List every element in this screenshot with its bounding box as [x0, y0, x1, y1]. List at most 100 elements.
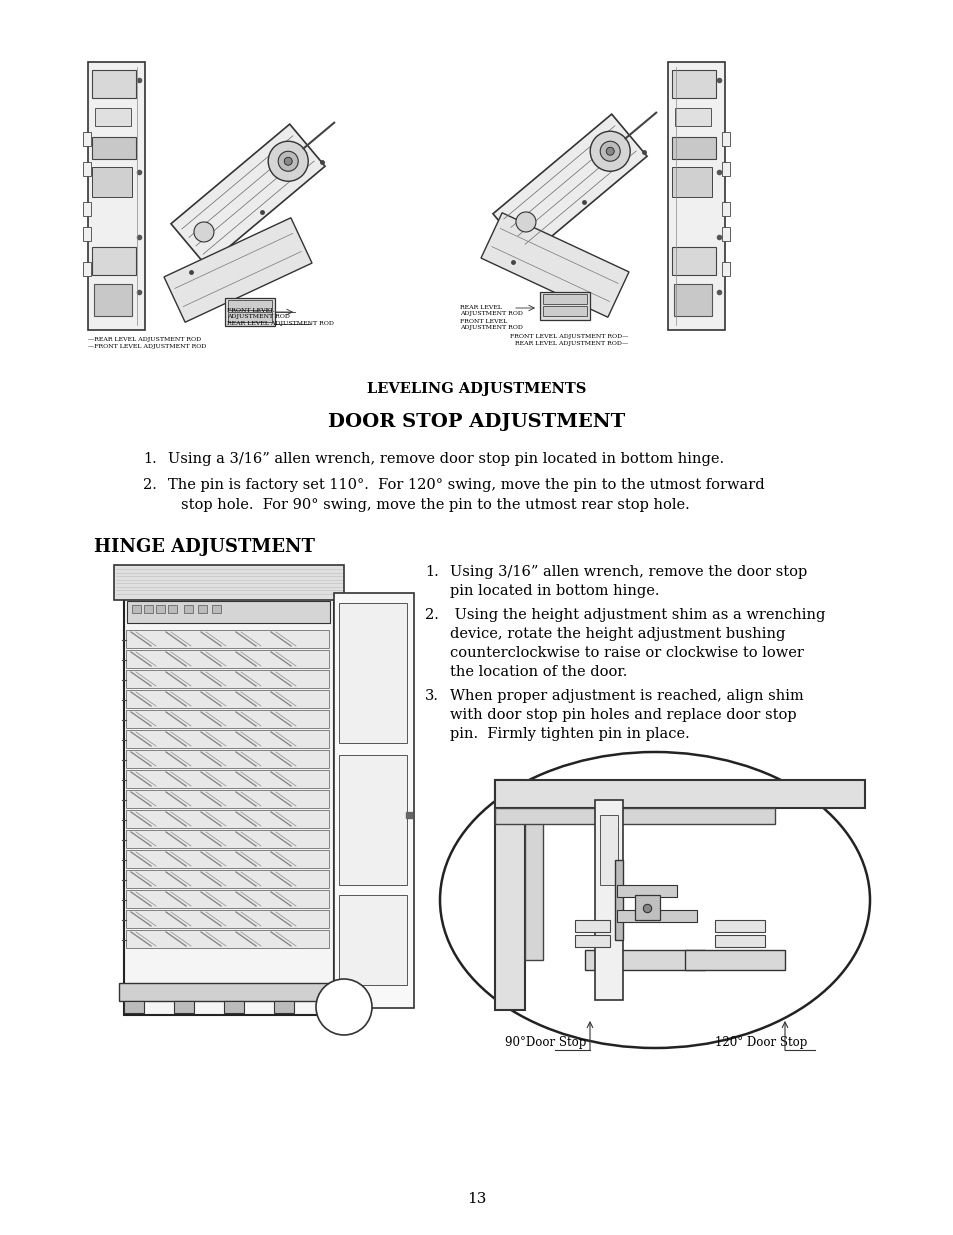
Bar — [542, 294, 586, 304]
Bar — [334, 593, 414, 1008]
Circle shape — [278, 151, 298, 172]
Text: the location of the door.: the location of the door. — [450, 664, 627, 679]
Bar — [615, 860, 622, 940]
Polygon shape — [480, 212, 628, 317]
Text: ADJUSTMENT ROD: ADJUSTMENT ROD — [459, 311, 522, 316]
Bar — [635, 895, 659, 920]
Bar — [495, 808, 774, 824]
Bar — [599, 815, 618, 885]
Bar — [721, 227, 729, 241]
Bar — [671, 167, 711, 198]
Text: Using a 3/16” allen wrench, remove door stop pin located in bottom hinge.: Using a 3/16” allen wrench, remove door … — [168, 452, 723, 466]
Bar — [91, 167, 132, 198]
Polygon shape — [171, 125, 325, 266]
Bar — [721, 203, 729, 216]
Text: REAR LEVEL ADJUSTMENT ROD—: REAR LEVEL ADJUSTMENT ROD— — [515, 341, 627, 346]
Bar — [575, 920, 609, 932]
Bar — [184, 605, 193, 613]
Bar — [126, 810, 329, 827]
Bar — [714, 935, 764, 947]
Circle shape — [193, 222, 213, 242]
Bar — [95, 107, 131, 126]
Bar — [91, 70, 136, 98]
Bar — [126, 750, 329, 768]
Bar — [124, 595, 334, 1015]
Bar — [198, 605, 207, 613]
Bar — [94, 284, 132, 316]
Text: pin located in bottom hinge.: pin located in bottom hinge. — [450, 584, 659, 598]
Bar — [542, 306, 586, 316]
Text: stop hole.  For 90° swing, move the pin to the utmost rear stop hole.: stop hole. For 90° swing, move the pin t… — [181, 498, 689, 513]
Bar — [83, 227, 91, 241]
Bar — [338, 895, 407, 986]
Bar — [168, 605, 177, 613]
Bar — [144, 605, 152, 613]
Bar — [495, 781, 864, 808]
Bar — [91, 247, 136, 275]
Bar — [228, 300, 272, 310]
Bar — [126, 890, 329, 908]
Text: FRONT LEVEL: FRONT LEVEL — [227, 308, 274, 312]
Text: device, rotate the height adjustment bushing: device, rotate the height adjustment bus… — [450, 627, 784, 641]
Text: HINGE ADJUSTMENT: HINGE ADJUSTMENT — [94, 538, 314, 556]
Bar — [83, 162, 91, 177]
Bar — [617, 885, 677, 897]
Bar — [83, 132, 91, 146]
Bar — [126, 930, 329, 948]
Ellipse shape — [439, 752, 869, 1049]
Text: —REAR LEVEL ADJUSTMENT ROD: —REAR LEVEL ADJUSTMENT ROD — [88, 337, 201, 342]
Bar — [126, 690, 329, 708]
Bar — [126, 790, 329, 808]
Bar — [524, 781, 542, 960]
Bar — [575, 935, 609, 947]
Text: with door stop pin holes and replace door stop: with door stop pin holes and replace doo… — [450, 708, 796, 722]
Text: FRONT LEVEL: FRONT LEVEL — [459, 319, 507, 324]
Bar — [671, 137, 716, 159]
Bar — [338, 603, 407, 743]
Text: The pin is factory set 110°.  For 120° swing, move the pin to the utmost forward: The pin is factory set 110°. For 120° sw… — [168, 478, 763, 492]
Text: 1.: 1. — [143, 452, 156, 466]
Circle shape — [590, 131, 630, 172]
Bar — [88, 62, 145, 330]
Bar — [274, 1002, 294, 1013]
Text: 2.: 2. — [143, 478, 156, 492]
Bar — [584, 950, 704, 969]
Bar — [714, 920, 764, 932]
Circle shape — [599, 141, 619, 162]
Bar — [156, 605, 165, 613]
Text: counterclockwise to raise or clockwise to lower: counterclockwise to raise or clockwise t… — [450, 646, 803, 659]
Bar — [495, 781, 524, 1010]
Circle shape — [284, 157, 292, 165]
Circle shape — [315, 979, 372, 1035]
Text: 3.: 3. — [424, 689, 438, 703]
Bar — [83, 203, 91, 216]
Bar — [224, 1002, 244, 1013]
Bar — [126, 650, 329, 668]
Bar — [338, 755, 407, 885]
Bar — [127, 601, 330, 622]
Bar — [126, 730, 329, 748]
Bar — [595, 800, 622, 1000]
Text: pin.  Firmly tighten pin in place.: pin. Firmly tighten pin in place. — [450, 727, 689, 741]
Text: 90°Door Stop: 90°Door Stop — [504, 1036, 586, 1049]
Text: —FRONT LEVEL ADJUSTMENT ROD: —FRONT LEVEL ADJUSTMENT ROD — [88, 345, 206, 350]
Bar — [228, 312, 272, 322]
Text: 13: 13 — [467, 1192, 486, 1207]
Text: FRONT LEVEL ADJUSTMENT ROD—: FRONT LEVEL ADJUSTMENT ROD— — [509, 333, 627, 338]
Bar — [91, 137, 136, 159]
Bar — [126, 769, 329, 788]
Bar — [225, 298, 274, 326]
Circle shape — [268, 141, 308, 182]
Polygon shape — [164, 217, 312, 322]
Bar — [721, 262, 729, 275]
Text: LEVELING ADJUSTMENTS: LEVELING ADJUSTMENTS — [367, 382, 586, 396]
Text: ADJUSTMENT ROD: ADJUSTMENT ROD — [459, 325, 522, 330]
Bar — [126, 910, 329, 927]
Bar — [684, 950, 784, 969]
Bar — [617, 910, 697, 923]
Bar — [126, 850, 329, 868]
Bar — [671, 70, 716, 98]
Text: When proper adjustment is reached, align shim: When proper adjustment is reached, align… — [450, 689, 803, 703]
Bar — [721, 132, 729, 146]
Text: ADJUSTMENT ROD: ADJUSTMENT ROD — [227, 314, 290, 319]
